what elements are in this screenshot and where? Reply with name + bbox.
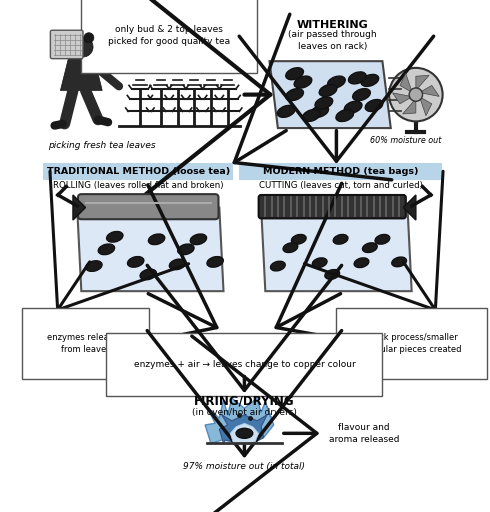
Text: 97% moisture out (in total): 97% moisture out (in total) bbox=[183, 462, 305, 471]
Polygon shape bbox=[73, 195, 86, 220]
Ellipse shape bbox=[292, 234, 306, 244]
Ellipse shape bbox=[286, 68, 303, 80]
Ellipse shape bbox=[283, 243, 298, 252]
Text: WITHERING: WITHERING bbox=[296, 20, 368, 30]
Text: MODERN METHOD (tea bags): MODERN METHOD (tea bags) bbox=[263, 167, 418, 176]
Ellipse shape bbox=[325, 270, 340, 279]
Ellipse shape bbox=[207, 257, 223, 267]
Circle shape bbox=[84, 33, 94, 43]
Text: only bud & 2 top leaves
picked for good quality tea: only bud & 2 top leaves picked for good … bbox=[108, 25, 230, 46]
Ellipse shape bbox=[148, 234, 165, 245]
Polygon shape bbox=[230, 423, 259, 443]
Ellipse shape bbox=[170, 259, 186, 270]
Text: enzymes + air → leaves change to copper colour: enzymes + air → leaves change to copper … bbox=[134, 360, 355, 369]
Ellipse shape bbox=[127, 257, 144, 267]
Ellipse shape bbox=[315, 97, 333, 109]
Ellipse shape bbox=[344, 101, 362, 113]
Text: (rolled leaves spread on tiles/cement): (rolled leaves spread on tiles/cement) bbox=[158, 344, 330, 353]
Ellipse shape bbox=[312, 258, 327, 268]
Polygon shape bbox=[422, 86, 439, 96]
Text: 60% moisture out: 60% moisture out bbox=[369, 136, 441, 145]
Polygon shape bbox=[77, 207, 223, 291]
Ellipse shape bbox=[363, 243, 377, 252]
Polygon shape bbox=[403, 101, 416, 114]
Circle shape bbox=[389, 68, 442, 121]
Polygon shape bbox=[403, 195, 416, 220]
Ellipse shape bbox=[286, 89, 303, 101]
Ellipse shape bbox=[375, 234, 390, 244]
Polygon shape bbox=[60, 57, 102, 91]
Ellipse shape bbox=[353, 89, 370, 101]
Polygon shape bbox=[270, 61, 391, 128]
Ellipse shape bbox=[336, 110, 354, 121]
Circle shape bbox=[409, 88, 422, 101]
Text: OXIDATION/FERMENTATION: OXIDATION/FERMENTATION bbox=[154, 331, 335, 344]
Ellipse shape bbox=[319, 84, 337, 96]
Text: flavour and
aroma released: flavour and aroma released bbox=[329, 423, 399, 444]
Ellipse shape bbox=[365, 99, 383, 112]
Polygon shape bbox=[416, 75, 429, 88]
Text: quick process/smaller
granular pieces created: quick process/smaller granular pieces cr… bbox=[362, 333, 462, 354]
Ellipse shape bbox=[392, 257, 407, 267]
Polygon shape bbox=[261, 207, 412, 291]
Ellipse shape bbox=[311, 105, 328, 117]
Ellipse shape bbox=[140, 269, 156, 280]
FancyBboxPatch shape bbox=[50, 30, 83, 59]
Text: (air passed through
leaves on rack): (air passed through leaves on rack) bbox=[288, 30, 376, 51]
Text: picking fresh tea leaves: picking fresh tea leaves bbox=[48, 141, 155, 150]
FancyBboxPatch shape bbox=[259, 195, 406, 219]
Circle shape bbox=[73, 37, 93, 57]
Ellipse shape bbox=[348, 72, 366, 84]
FancyBboxPatch shape bbox=[43, 163, 233, 180]
Ellipse shape bbox=[361, 74, 379, 87]
Ellipse shape bbox=[86, 261, 102, 271]
Ellipse shape bbox=[294, 76, 312, 88]
Polygon shape bbox=[400, 74, 411, 91]
Ellipse shape bbox=[98, 244, 115, 254]
Ellipse shape bbox=[270, 261, 285, 271]
Ellipse shape bbox=[178, 244, 194, 254]
Polygon shape bbox=[205, 398, 274, 443]
FancyBboxPatch shape bbox=[240, 163, 442, 180]
Ellipse shape bbox=[190, 234, 207, 245]
FancyBboxPatch shape bbox=[78, 194, 219, 219]
Polygon shape bbox=[220, 415, 267, 443]
Text: enzymes released
from leaves: enzymes released from leaves bbox=[47, 333, 124, 354]
Polygon shape bbox=[420, 98, 432, 116]
Text: TRADITIONAL METHOD (loose tea): TRADITIONAL METHOD (loose tea) bbox=[47, 167, 230, 176]
Text: ROLLING (leaves rolled flat and broken): ROLLING (leaves rolled flat and broken) bbox=[53, 181, 223, 190]
Ellipse shape bbox=[302, 110, 320, 121]
Text: (in oven/hot air dryers): (in oven/hot air dryers) bbox=[192, 408, 297, 417]
Ellipse shape bbox=[354, 258, 369, 268]
Ellipse shape bbox=[328, 76, 345, 88]
Text: FIRING/DRYING: FIRING/DRYING bbox=[194, 395, 294, 408]
Ellipse shape bbox=[333, 234, 348, 244]
Ellipse shape bbox=[236, 429, 253, 438]
Ellipse shape bbox=[107, 231, 123, 242]
Text: CUTTING (leaves cut, torn and curled): CUTTING (leaves cut, torn and curled) bbox=[259, 181, 422, 190]
Ellipse shape bbox=[277, 105, 295, 117]
Polygon shape bbox=[392, 93, 410, 104]
